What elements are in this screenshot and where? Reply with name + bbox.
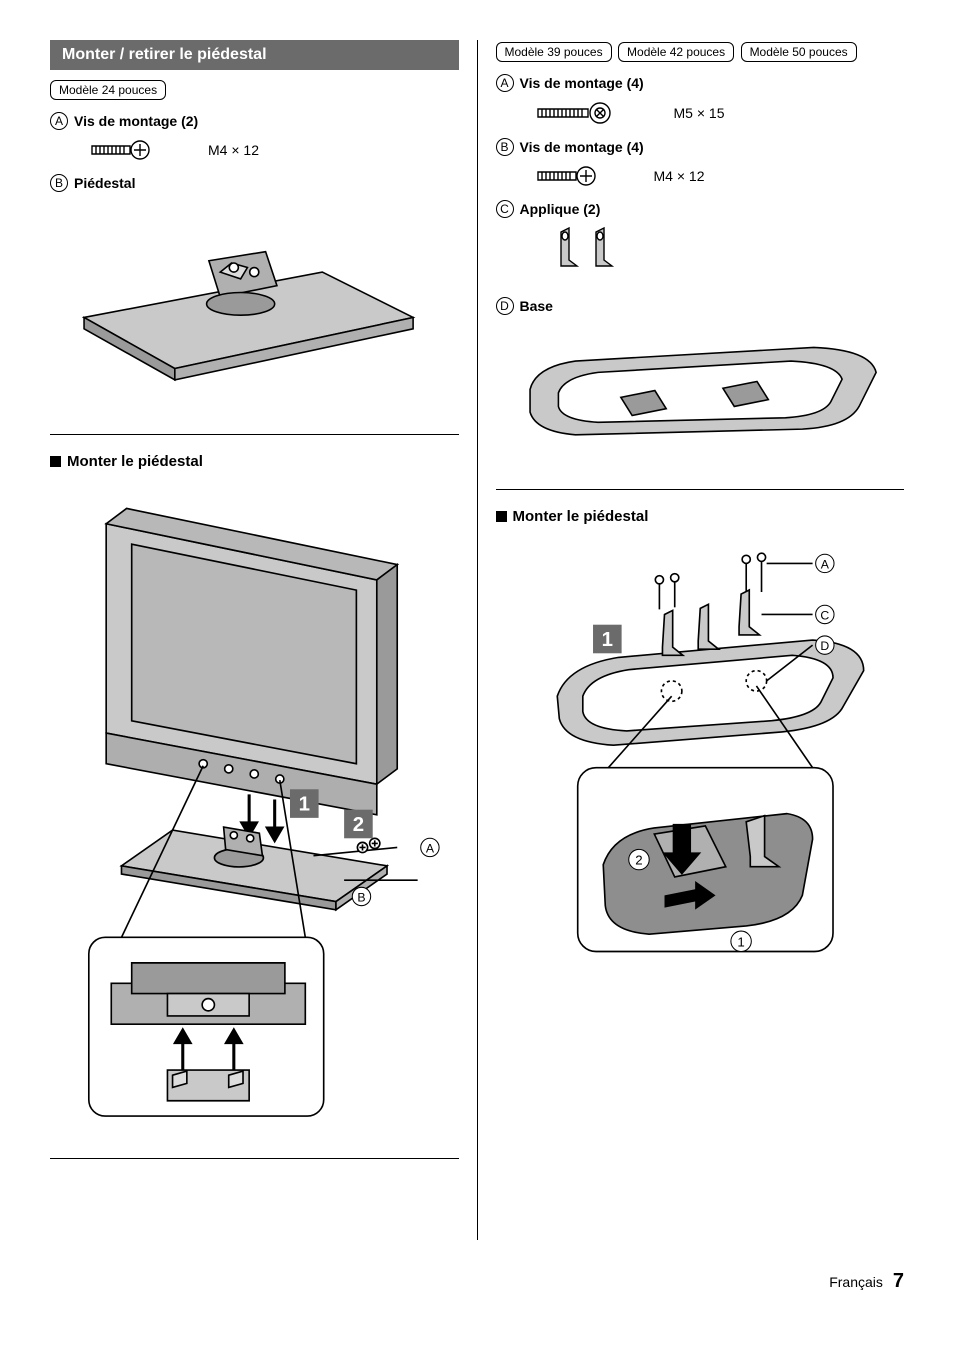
bracket-figure [541,224,651,284]
sub-head-right: Monter le piédestal [496,508,905,525]
screw-a-spec: M4 × 12 [208,142,259,158]
footer-lang: Français [829,1274,883,1290]
model-tag-42: Modèle 42 pouces [618,42,734,62]
square-bullet-icon [50,456,61,467]
model-tag-24: Modèle 24 pouces [50,80,166,100]
right-screw-a-spec: M5 × 15 [674,105,725,121]
screw-m4-icon [88,136,158,164]
right-separator [496,489,905,490]
sub-head-right-text: Monter le piédestal [513,508,649,525]
part-a-label: Vis de montage (2) [74,113,198,129]
pedestal-figure [50,204,459,397]
column-divider [477,40,478,1240]
right-callout-c: C [820,608,829,622]
mount-figure-left: 1 2 A B [50,488,459,1121]
right-detail-1: 1 [737,934,744,949]
circled-letter-ra-icon: A [496,74,514,92]
right-part-d-label: Base [520,298,553,314]
model-row: Modèle 24 pouces [50,78,459,104]
callout-a: A [426,841,435,855]
model-tag-50: Modèle 50 pouces [741,42,857,62]
circled-letter-rc-icon: C [496,200,514,218]
part-a-line: A Vis de montage (2) [50,112,459,130]
right-screw-a-row: M5 × 15 [534,98,905,128]
right-part-d-line: D Base [496,297,905,315]
right-column: Modèle 39 pouces Modèle 42 pouces Modèle… [482,40,905,1240]
right-part-a-label: Vis de montage (4) [520,75,644,91]
screw-a-row: M4 × 12 [88,136,459,164]
circled-letter-a-icon: A [50,112,68,130]
screw-m4b-icon [534,162,604,190]
bottom-separator-left [50,1158,459,1159]
circled-letter-rb-icon: B [496,138,514,156]
square-bullet-r-icon [496,511,507,522]
model-tag-39: Modèle 39 pouces [496,42,612,62]
right-step-1: 1 [601,629,612,651]
model-row-right: Modèle 39 pouces Modèle 42 pouces Modèle… [496,40,905,66]
sub-head-left-text: Monter le piédestal [67,453,203,470]
right-detail-2: 2 [635,853,642,868]
mount-figure-right: 1 A C D [496,543,905,972]
circled-letter-rd-icon: D [496,297,514,315]
circled-letter-b-icon: B [50,174,68,192]
page-layout: Monter / retirer le piédestal Modèle 24 … [50,40,904,1240]
right-screw-b-row: M4 × 12 [534,162,905,190]
step-2-box: 2 [353,814,364,836]
right-part-b-line: B Vis de montage (4) [496,138,905,156]
footer-page-num: 7 [893,1270,904,1293]
right-callout-d: D [820,639,829,653]
base-figure [496,327,905,452]
right-part-a-line: A Vis de montage (4) [496,74,905,92]
part-b-line: B Piédestal [50,174,459,192]
sub-head-left: Monter le piédestal [50,453,459,470]
right-callout-a: A [820,557,829,571]
right-screw-b-spec: M4 × 12 [654,168,705,184]
section-separator [50,434,459,435]
part-b-label: Piédestal [74,175,135,191]
step-1-box: 1 [299,794,310,816]
right-part-c-label: Applique (2) [520,201,601,217]
right-part-c-line: C Applique (2) [496,200,905,218]
screw-m5-icon [534,98,624,128]
page-footer: Français 7 [50,1270,904,1293]
callout-b: B [357,890,365,904]
right-part-b-label: Vis de montage (4) [520,139,644,155]
left-column: Monter / retirer le piédestal Modèle 24 … [50,40,473,1240]
section-title: Monter / retirer le piédestal [50,40,459,70]
